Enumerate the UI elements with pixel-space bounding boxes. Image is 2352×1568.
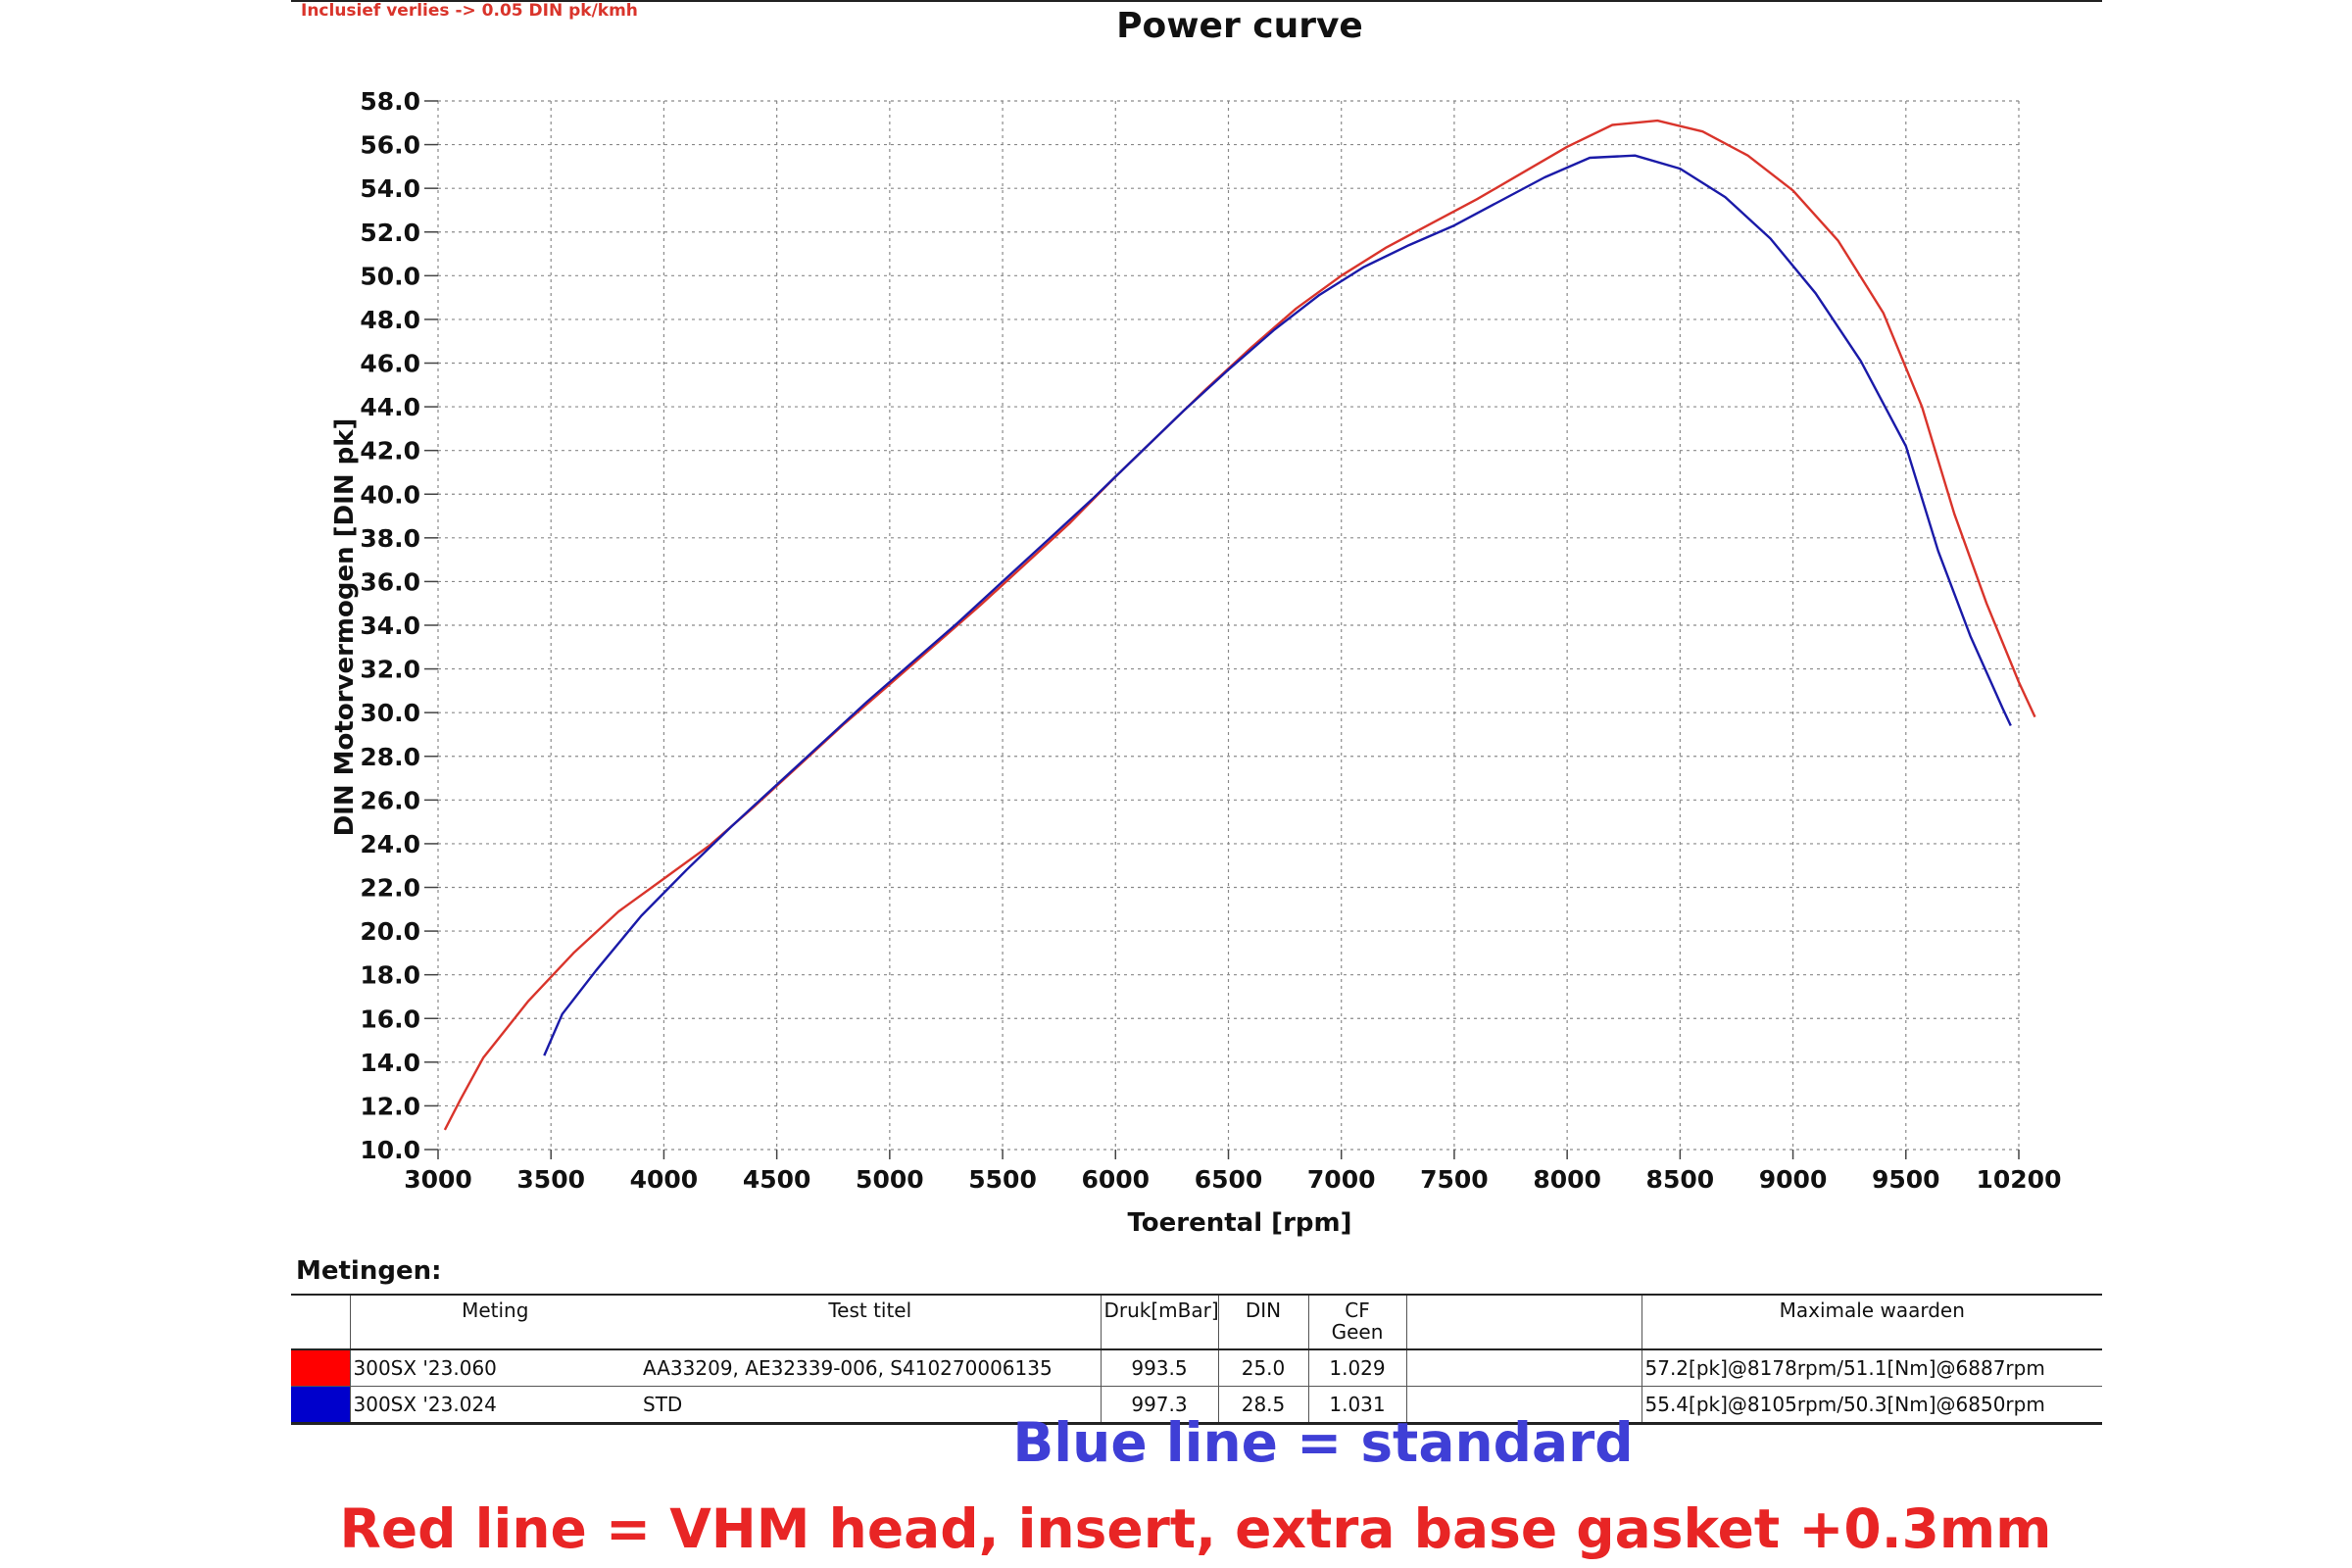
cell-din: 25.0 — [1217, 1349, 1308, 1387]
y-tick-label: 22.0 — [360, 874, 420, 903]
cell-meting: 300SX '23.060 — [349, 1349, 640, 1387]
x-tick-label: 9500 — [1872, 1165, 1940, 1194]
x-tick-label: 9000 — [1759, 1165, 1828, 1194]
power-curve-chart: 3000 3500 4000 4500 5000 5500 6000 6500 7000 7500… — [330, 87, 2061, 1238]
measurements-table: Meting Test titel Druk[mBar] DIN CF Geen … — [291, 1294, 2102, 1425]
cell-blank — [1405, 1386, 1642, 1424]
x-tick-label: 6000 — [1081, 1165, 1150, 1194]
series-line-300sx-23-060 — [443, 119, 2036, 1131]
header-meting: Meting — [349, 1295, 640, 1349]
x-tick-label: 8000 — [1533, 1165, 1601, 1194]
y-tick-label: 48.0 — [360, 306, 420, 334]
x-tick-label: 10200 — [1977, 1165, 2062, 1194]
y-tick-label: 58.0 — [360, 87, 420, 116]
header-blank — [1405, 1295, 1642, 1349]
x-tick-label: 5500 — [968, 1165, 1037, 1194]
cell-meting: 300SX '23.024 — [349, 1386, 640, 1424]
header-cf-line1: CF — [1345, 1298, 1370, 1322]
y-tick-label: 40.0 — [360, 480, 420, 509]
table-header-row: Meting Test titel Druk[mBar] DIN CF Geen … — [291, 1295, 2102, 1349]
cell-druk: 997.3 — [1100, 1386, 1218, 1424]
header-max: Maximale waarden — [1641, 1295, 2102, 1349]
y-tick-label: 44.0 — [360, 393, 420, 421]
y-tick-label: 10.0 — [360, 1136, 420, 1164]
cell-cf: 1.031 — [1307, 1386, 1406, 1424]
row-color-swatch — [291, 1349, 350, 1387]
row-color-swatch — [291, 1386, 350, 1424]
y-tick-label: 52.0 — [360, 219, 420, 247]
cell-max: 55.4[pk]@8105rpm/50.3[Nm]@6850rpm — [1641, 1386, 2102, 1424]
y-tick-label: 24.0 — [360, 830, 420, 858]
x-tick-label: 7500 — [1420, 1165, 1489, 1194]
y-tick-label: 54.0 — [360, 174, 420, 203]
header-din: DIN — [1217, 1295, 1308, 1349]
y-tick-label: 46.0 — [360, 350, 420, 378]
cell-test-titel: AA33209, AE32339-006, S410270006135 — [643, 1356, 1053, 1380]
x-tick-label: 3000 — [404, 1165, 472, 1194]
cell-max: 57.2[pk]@8178rpm/51.1[Nm]@6887rpm — [1641, 1349, 2102, 1387]
header-cf: CF Geen — [1307, 1295, 1406, 1349]
caption-red-line: Red line = VHM head, insert, extra base … — [339, 1497, 2052, 1560]
measurements-title: Metingen: — [296, 1256, 442, 1286]
y-tick-label: 12.0 — [360, 1092, 420, 1120]
y-tick-label: 56.0 — [360, 131, 420, 160]
y-tick-label: 18.0 — [360, 961, 420, 990]
y-tick-label: 28.0 — [360, 743, 420, 771]
y-tick-label: 20.0 — [360, 917, 420, 946]
table-row: 300SX '23.060 AA33209, AE32339-006, S410… — [291, 1349, 2102, 1387]
y-tick-label: 14.0 — [360, 1049, 420, 1077]
header-color-cell — [291, 1295, 350, 1349]
y-tick-label: 36.0 — [360, 567, 420, 596]
x-tick-label: 6500 — [1195, 1165, 1263, 1194]
y-tick-label: 34.0 — [360, 612, 420, 640]
series-layer — [443, 119, 2036, 1131]
header-cf-line2: Geen — [1331, 1320, 1384, 1344]
y-tick-label: 16.0 — [360, 1004, 420, 1033]
y-tick-label: 42.0 — [360, 437, 420, 466]
cell-test-titel: STD — [643, 1393, 683, 1416]
x-tick-label: 7000 — [1307, 1165, 1376, 1194]
x-tick-label: 5000 — [856, 1165, 924, 1194]
x-tick-label: 4500 — [743, 1165, 811, 1194]
grid-layer — [437, 100, 2020, 1151]
y-tick-label: 50.0 — [360, 262, 420, 290]
y-tick-label: 30.0 — [360, 699, 420, 727]
x-tick-label: 3500 — [516, 1165, 585, 1194]
y-axis-label: DIN Motorvermogen [DIN pk] — [330, 418, 360, 837]
y-tick-label: 32.0 — [360, 656, 420, 684]
cell-cf: 1.029 — [1307, 1349, 1406, 1387]
table-row: 300SX '23.024 STD 997.3 28.5 1.031 55.4[… — [291, 1386, 2102, 1424]
series-line-300sx-23-024 — [543, 154, 2012, 1056]
loss-note: Inclusief verlies -> 0.05 DIN pk/kmh — [301, 1, 638, 21]
header-test-titel: Test titel — [828, 1298, 912, 1322]
x-tick-label: 4000 — [630, 1165, 699, 1194]
caption-blue-line: Blue line = standard — [1012, 1411, 1634, 1474]
header-druk: Druk[mBar] — [1100, 1295, 1218, 1349]
chart-title: Power curve — [1116, 6, 1363, 46]
cell-din: 28.5 — [1217, 1386, 1308, 1424]
cell-blank — [1405, 1349, 1642, 1387]
y-tick-label: 26.0 — [360, 786, 420, 814]
y-tick-label: 38.0 — [360, 524, 420, 553]
x-tick-label: 8500 — [1646, 1165, 1715, 1194]
cell-druk: 993.5 — [1100, 1349, 1218, 1387]
tick-layer: 3000 3500 4000 4500 5000 5500 6000 6500 7000 7500… — [360, 87, 2061, 1194]
top-rule — [291, 0, 2102, 2]
x-axis-label: Toerental [rpm] — [1128, 1208, 1352, 1238]
